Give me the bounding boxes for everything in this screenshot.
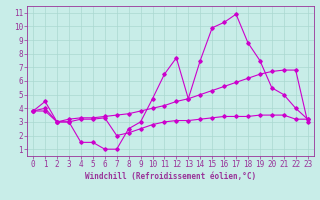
X-axis label: Windchill (Refroidissement éolien,°C): Windchill (Refroidissement éolien,°C) (85, 172, 256, 181)
